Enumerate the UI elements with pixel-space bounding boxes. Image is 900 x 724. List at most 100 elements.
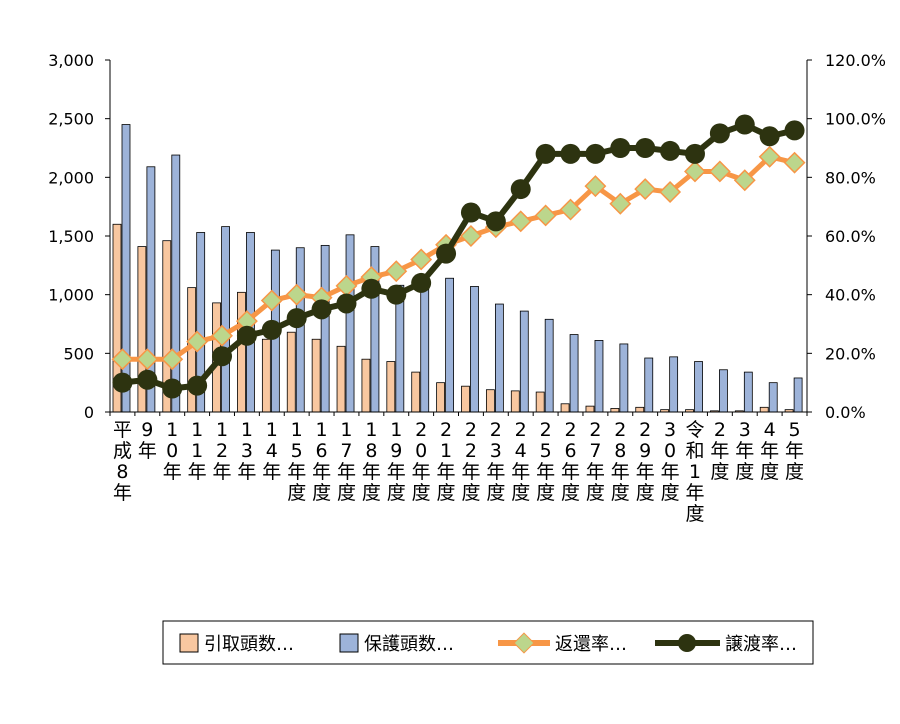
return-rate-point: [410, 248, 433, 271]
bar-protected: [669, 356, 679, 413]
return-rate-point: [708, 160, 731, 183]
bar-withdrawn: [237, 291, 246, 413]
left-tick-label: 2,500: [48, 110, 94, 129]
x-tick-label: 2 0 年度: [412, 419, 431, 504]
bar-protected: [719, 369, 728, 413]
adoption-rate-point: [112, 372, 133, 393]
adoption-rate-point: [436, 243, 457, 264]
adoption-rate-point: [236, 325, 257, 346]
left-tick-label: 3,000: [48, 51, 94, 70]
bar-protected: [793, 377, 803, 413]
lines-layer: [111, 114, 806, 399]
adoption-rate-point: [709, 123, 730, 144]
bar-protected: [171, 154, 181, 413]
bar-withdrawn: [535, 391, 545, 413]
adoption-rate-point: [510, 179, 531, 200]
adoption-rate-point: [137, 369, 158, 390]
left-tick-label: 1,000: [48, 286, 94, 305]
bars-layer: [112, 124, 803, 413]
right-tick-label: 0.0%: [825, 403, 866, 422]
bar-withdrawn: [311, 338, 321, 413]
adoption-rate-point: [411, 272, 432, 293]
adoption-rate-point: [311, 299, 332, 320]
adoption-rate-point: [759, 126, 780, 147]
return-rate-point: [335, 274, 358, 297]
adoption-rate-point: [535, 143, 556, 164]
bar-withdrawn: [411, 371, 421, 413]
x-tick-label: 2 8 年度: [611, 419, 630, 504]
return-rate-point: [609, 192, 632, 215]
right-tick-label: 20.0%: [825, 344, 876, 363]
bar-withdrawn: [635, 406, 645, 413]
adoption-rate-point: [162, 378, 183, 399]
x-tick-label: 3 0 年度: [661, 419, 680, 504]
left-tick-label: 2,000: [48, 168, 94, 187]
bar-protected: [320, 244, 330, 413]
adoption-rate-point: [784, 120, 805, 141]
right-tick-label: 60.0%: [825, 227, 876, 246]
return-rate-point: [285, 283, 308, 306]
x-tick-label: 2 7 年度: [586, 419, 605, 504]
return-rate-point: [783, 151, 806, 174]
bar-protected: [445, 277, 455, 413]
bar-protected: [544, 318, 554, 413]
x-tick-label: 2 2 年度: [461, 419, 480, 504]
adoption-rate-point: [261, 319, 282, 340]
legend-label-adoption: 譲渡率…: [725, 634, 797, 655]
return-rate-point: [733, 169, 756, 192]
x-tick-label: 1 6 年度: [312, 419, 331, 504]
return-rate-point: [684, 160, 706, 183]
adoption-rate-point: [336, 293, 357, 314]
bar-protected: [470, 286, 479, 413]
left-tick-label: 0: [84, 403, 94, 422]
bar-protected: [420, 274, 430, 413]
bar-withdrawn: [361, 358, 371, 413]
return-rate-point: [111, 348, 134, 371]
x-tick-label: 2 4 年度: [511, 419, 530, 504]
x-tick-labels: 平成 8 年 9 年 1 0 年 1 1 年 1 2 年 1 3 年 1 4 年 1 5 年度 1 6 年度 1 7 年度 1 8 年度 1 9 年…: [113, 419, 804, 525]
return-rate-point: [584, 175, 607, 198]
x-tick-label: 3 年度: [735, 419, 754, 483]
adoption-rate-point: [187, 375, 208, 396]
return-rate-point: [534, 204, 557, 227]
x-tick-label: 2 1 年度: [437, 419, 456, 504]
x-tick-label: 2 6 年度: [561, 419, 580, 504]
bar-protected: [569, 334, 579, 413]
x-tick-label: 2 5 年度: [536, 419, 555, 504]
x-tick-label: 2 9 年度: [636, 419, 655, 504]
legend-label-return: 返還率…: [555, 634, 627, 655]
bar-withdrawn: [560, 403, 570, 413]
legend-label-protected: 保護頭数…: [364, 634, 454, 655]
adoption-rate-point: [734, 114, 755, 135]
x-tick-label: 令和 1 年度: [685, 419, 704, 525]
right-tick-label: 40.0%: [825, 286, 876, 305]
return-rate-point: [559, 198, 582, 221]
bar-protected: [345, 234, 355, 413]
return-rate-point: [211, 324, 233, 347]
return-rate-point: [509, 210, 532, 233]
bar-protected: [494, 303, 504, 413]
bar-protected: [594, 340, 604, 413]
x-tick-label: 1 8 年度: [362, 419, 381, 504]
adoption-rate-point: [610, 138, 631, 158]
return-rate-point: [186, 330, 209, 353]
return-rate-line: [122, 154, 796, 362]
adoption-rate-point: [684, 143, 705, 164]
bar-withdrawn: [759, 406, 769, 413]
legend: 引取頭数… 保護頭数… 返還率… 譲渡率…: [162, 620, 814, 665]
bar-withdrawn: [286, 331, 296, 413]
return-rate-point: [659, 181, 682, 203]
left-tick-label: 500: [63, 344, 94, 363]
bar-withdrawn: [436, 382, 446, 413]
return-rate-point: [235, 310, 258, 333]
legend-marker-return: [513, 632, 535, 654]
adoption-rate-point: [386, 284, 407, 305]
left-tick-label: 1,500: [48, 227, 94, 246]
x-tick-label: 1 5 年度: [287, 419, 306, 504]
